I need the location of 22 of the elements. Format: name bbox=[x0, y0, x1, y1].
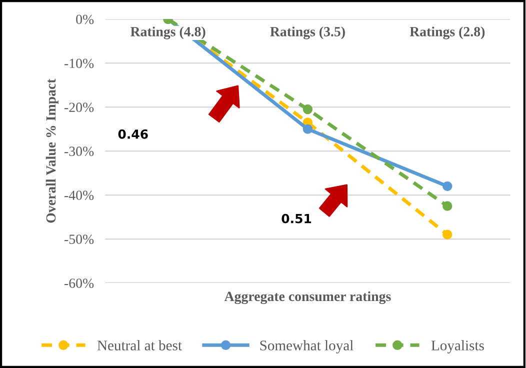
y-tick-label: -20% bbox=[64, 102, 94, 112]
legend-label: Loyalists bbox=[431, 340, 484, 354]
point bbox=[442, 230, 452, 240]
y-tick-label: -60% bbox=[64, 278, 94, 288]
y-axis-title: Overall Value % Impact bbox=[46, 78, 58, 223]
point bbox=[302, 104, 313, 114]
y-tick-label: -40% bbox=[64, 190, 94, 200]
annotation: 0.51 bbox=[282, 214, 312, 224]
x-tick-label: Ratings (2.8) bbox=[410, 26, 485, 40]
y-tick-label: -30% bbox=[64, 146, 94, 156]
legend-label: Neutral at best bbox=[97, 340, 182, 350]
legend-label: Somewhat loyal bbox=[260, 340, 354, 354]
x-tick-label: Ratings (3.5) bbox=[270, 26, 345, 40]
point bbox=[442, 201, 452, 211]
point bbox=[442, 181, 452, 192]
point bbox=[302, 124, 313, 134]
y-tick-label: 0% bbox=[76, 14, 94, 24]
x-axis-title: Aggregate consumer ratings bbox=[224, 291, 391, 304]
y-tick-label: -10% bbox=[64, 58, 94, 68]
x-tick-label: Ratings (4.8) bbox=[130, 26, 206, 40]
annotation: 0.46 bbox=[118, 129, 148, 139]
y-tick-label: -50% bbox=[64, 234, 94, 244]
